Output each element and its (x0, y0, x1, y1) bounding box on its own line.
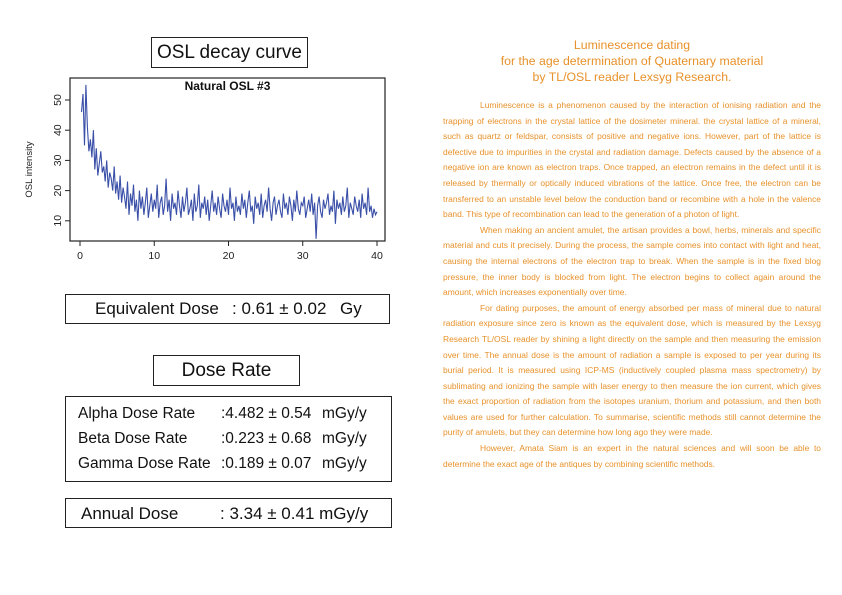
osl-series-line (80, 84, 378, 239)
alpha-dose-rate-label: Alpha Dose Rate (78, 405, 196, 422)
y-tick-label: 30 (52, 154, 64, 166)
gamma-dose-rate-label: Gamma Dose Rate (78, 455, 211, 472)
x-tick-label: 40 (371, 250, 383, 262)
article-heading-line: for the age determination of Quaternary … (500, 54, 764, 68)
beta-dose-rate-unit: mGy/y (322, 430, 367, 447)
article-paragraph: When making an ancient amulet, the artis… (443, 224, 821, 298)
chart-title: Natural OSL #3 (185, 79, 271, 93)
equivalent-dose-box: Equivalent Dose : 0.61 ± 0.02 Gy (65, 294, 390, 324)
x-tick-label: 0 (77, 250, 83, 262)
y-tick-label: 20 (52, 185, 64, 197)
gamma-dose-rate-row: Gamma Dose Rate :0.189 ± 0.07 mGy/y (78, 455, 388, 475)
annual-dose-box: Annual Dose : 3.34 ± 0.41 mGy/y (65, 498, 392, 528)
alpha-dose-rate-row: Alpha Dose Rate :4.482 ± 0.54 mGy/y (78, 405, 388, 425)
gamma-dose-rate-unit: mGy/y (322, 455, 367, 472)
osl-decay-title-box: OSL decay curve (151, 37, 308, 68)
article-heading-line: Luminescence dating (573, 38, 691, 52)
osl-decay-chart: Natural OSL #3 0 10 20 30 40 10 20 30 40 50 OSL int… (24, 77, 386, 262)
equivalent-dose-label: Equivalent Dose (95, 299, 219, 318)
article-paragraph: Luminescence is a phenomenon caused by t… (443, 100, 821, 220)
x-tick-label: 30 (297, 250, 309, 262)
y-axis-label: OSL intensity (24, 141, 35, 197)
article-heading: Luminescence dating for the age determin… (443, 37, 821, 85)
article-paragraph: For dating purposes, the amount of energ… (443, 302, 821, 438)
y-tick-label: 40 (52, 124, 64, 136)
equivalent-dose-value: : 0.61 ± 0.02 (232, 299, 327, 318)
beta-dose-rate-label: Beta Dose Rate (78, 430, 188, 447)
article-body: Luminescence is a phenomenon caused by t… (443, 98, 821, 472)
plot-frame (69, 77, 386, 242)
article-paragraph: However, Amata Siam is an expert in the … (443, 443, 821, 469)
dose-rate-title-box: Dose Rate (153, 355, 300, 386)
annual-dose-label: Annual Dose (81, 504, 179, 523)
x-tick-label: 10 (148, 250, 160, 262)
osl-decay-title: OSL decay curve (156, 41, 303, 63)
dose-rates-box: Alpha Dose Rate :4.482 ± 0.54 mGy/y Beta… (65, 396, 392, 482)
gamma-dose-rate-value: :0.189 ± 0.07 (221, 455, 312, 472)
beta-dose-rate-row: Beta Dose Rate :0.223 ± 0.68 mGy/y (78, 430, 388, 450)
beta-dose-rate-value: :0.223 ± 0.68 (221, 430, 312, 447)
alpha-dose-rate-value: :4.482 ± 0.54 (221, 405, 312, 422)
y-tick-label: 10 (52, 215, 64, 227)
y-tick-label: 50 (52, 94, 64, 106)
article-heading-line: by TL/OSL reader Lexsyg Research. (532, 70, 732, 84)
x-tick-label: 20 (223, 250, 235, 262)
equivalent-dose-unit: Gy (340, 299, 362, 318)
dose-rate-title: Dose Rate (181, 359, 272, 381)
annual-dose-value: : 3.34 ± 0.41 mGy/y (220, 504, 369, 523)
alpha-dose-rate-unit: mGy/y (322, 405, 367, 422)
